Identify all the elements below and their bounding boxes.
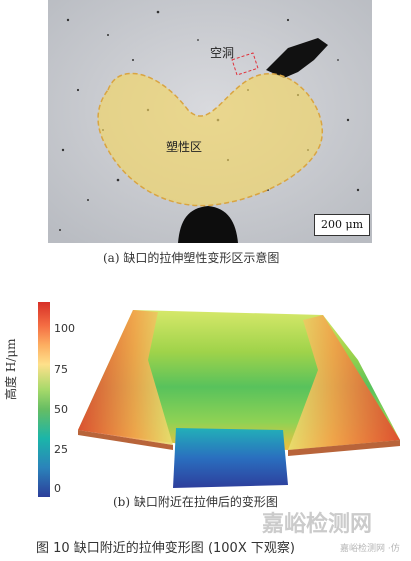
scale-bar: 200 μm [314, 214, 370, 236]
micrograph-image [48, 0, 372, 243]
caption-b: (b) 缺口附近在拉伸后的变形图 [113, 495, 278, 509]
void-shape [266, 38, 328, 78]
deformation-surface [78, 310, 400, 488]
tick-50: 50 [54, 403, 68, 416]
watermark-sub: 嘉峪检测网 ·仿 [340, 544, 400, 554]
micrograph-panel: 空洞 塑性区 200 μm [48, 0, 372, 243]
figure-title: 图 10 缺口附近的拉伸变形图 (100X 下观察) [36, 541, 295, 556]
tick-25: 25 [54, 443, 68, 456]
plastic-zone [97, 72, 323, 207]
tick-75: 75 [54, 363, 68, 376]
caption-a: (a) 缺口的拉伸塑性变形区示意图 [103, 251, 280, 265]
notch-shape [178, 206, 238, 243]
plastic-zone-label: 塑性区 [166, 140, 203, 154]
tick-100: 100 [54, 322, 75, 335]
tick-0: 0 [54, 482, 61, 495]
height-axis-label: 高度 H/μm [4, 338, 18, 400]
watermark: 嘉峪检测网 [262, 512, 373, 537]
height-colorbar [38, 302, 50, 497]
void-label: 空洞 [210, 46, 235, 60]
